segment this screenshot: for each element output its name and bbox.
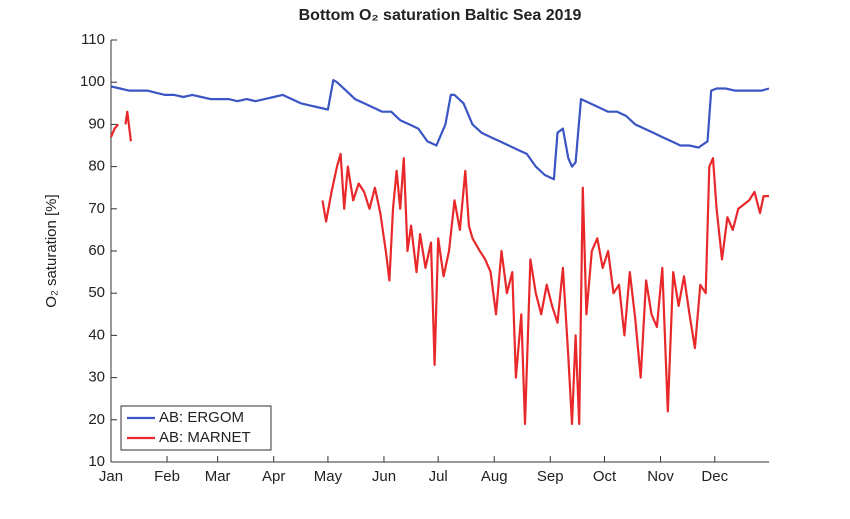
legend-label: AB: MARNET xyxy=(159,429,251,446)
x-tick-label: Nov xyxy=(647,468,674,485)
legend-box xyxy=(120,405,272,451)
legend-label: AB: ERGOM xyxy=(159,409,244,426)
x-tick-label: Dec xyxy=(701,468,728,485)
y-tick-label: 70 xyxy=(88,200,105,217)
x-tick-label: Sep xyxy=(537,468,564,485)
y-tick-label: 20 xyxy=(88,411,105,428)
x-tick-label: Aug xyxy=(481,468,508,485)
y-tick-label: 30 xyxy=(88,369,105,386)
x-tick-label: Apr xyxy=(262,468,285,485)
x-tick-label: Jan xyxy=(99,468,123,485)
y-tick-label: 40 xyxy=(88,326,105,343)
y-tick-label: 90 xyxy=(88,115,105,132)
x-tick-label: Feb xyxy=(154,468,180,485)
series-line xyxy=(109,110,769,426)
y-tick-label: 60 xyxy=(88,242,105,259)
y-tick-label: 10 xyxy=(88,453,105,470)
y-tick-label: 50 xyxy=(88,284,105,301)
x-tick-label: Mar xyxy=(205,468,231,485)
y-tick-label: 100 xyxy=(80,73,105,90)
x-tick-label: May xyxy=(314,468,343,485)
y-tick-label: 110 xyxy=(81,31,105,48)
y-tick-label: 80 xyxy=(88,158,105,175)
series-line xyxy=(110,79,770,181)
x-tick-label: Jun xyxy=(372,468,396,485)
chart-title: Bottom O₂ saturation Baltic Sea 2019 xyxy=(299,7,582,24)
y-axis-label: O₂ saturation [%] xyxy=(43,194,60,307)
x-tick-label: Oct xyxy=(593,468,617,485)
x-tick-label: Jul xyxy=(429,468,448,485)
